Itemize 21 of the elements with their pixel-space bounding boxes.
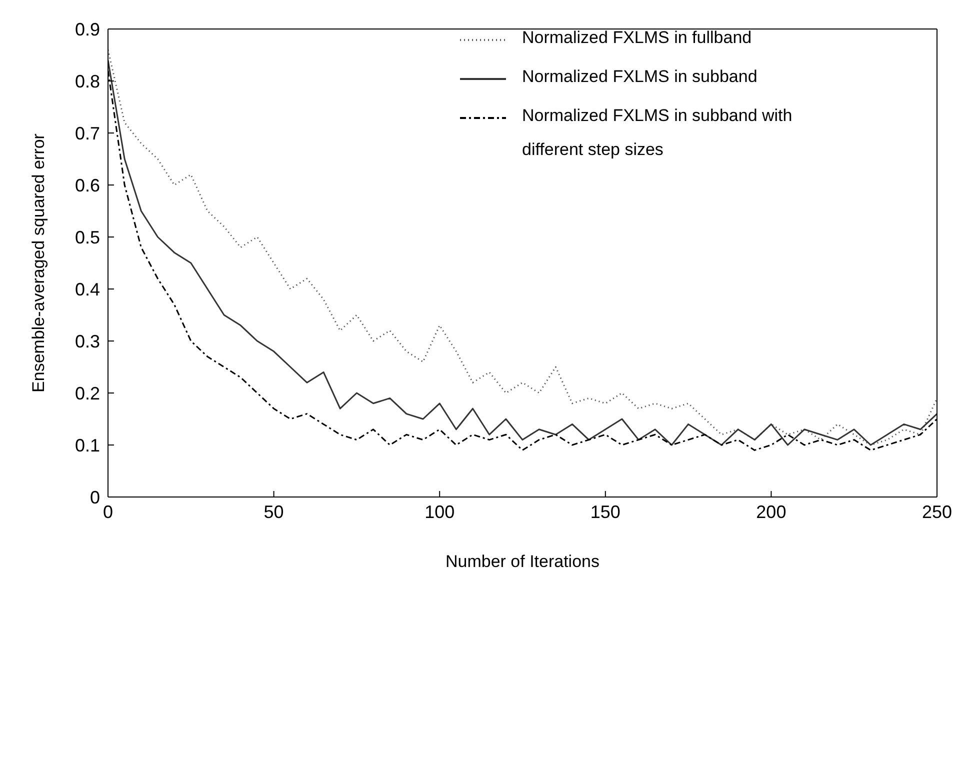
- y-tick-label: 0.1: [74, 435, 100, 456]
- y-axis-title: Ensemble-averaged squared error: [29, 133, 48, 392]
- y-tick-label: 0.2: [74, 383, 100, 404]
- x-tick-label: 100: [424, 502, 455, 522]
- x-tick-label: 0: [102, 502, 114, 522]
- y-tick-label: 0.6: [74, 175, 100, 196]
- x-tick-label: 50: [264, 502, 284, 522]
- y-tick-label: 0: [90, 487, 100, 508]
- y-tick-label: 0.8: [74, 71, 100, 92]
- legend-label: Normalized FXLMS in subband: [522, 66, 758, 88]
- y-tick-label: 0.9: [74, 19, 100, 40]
- x-tick-label: 150: [590, 502, 620, 522]
- y-tick-label: 0.4: [74, 279, 100, 300]
- x-tick-label: 200: [756, 502, 786, 522]
- x-axis-title: Number of Iterations: [445, 552, 600, 571]
- legend-label: Normalized FXLMS in subband with different step sizes: [522, 105, 794, 161]
- legend-label: Normalized FXLMS in fullband: [522, 27, 753, 49]
- x-tick-label: 250: [922, 502, 952, 522]
- y-tick-label: 0.7: [74, 123, 100, 144]
- y-tick-label: 0.3: [74, 331, 100, 352]
- y-tick-label: 0.5: [74, 227, 100, 248]
